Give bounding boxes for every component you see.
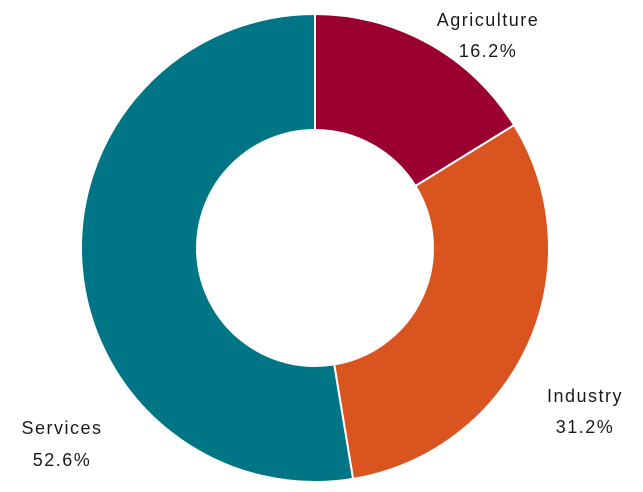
slice-industry	[333, 123, 550, 481]
label-industry-value: 31.2%	[556, 417, 615, 437]
label-services-name: Services	[21, 418, 102, 438]
slice-services	[80, 12, 355, 483]
label-industry-name: Industry	[547, 386, 623, 406]
slice-group	[80, 12, 550, 483]
label-agriculture-value: 16.2%	[459, 41, 518, 61]
slice-agriculture	[314, 12, 516, 188]
label-group: Agriculture 16.2% Industry 31.2% Service…	[21, 10, 623, 470]
label-agriculture-name: Agriculture	[437, 10, 540, 30]
label-services-value: 52.6%	[33, 450, 92, 470]
